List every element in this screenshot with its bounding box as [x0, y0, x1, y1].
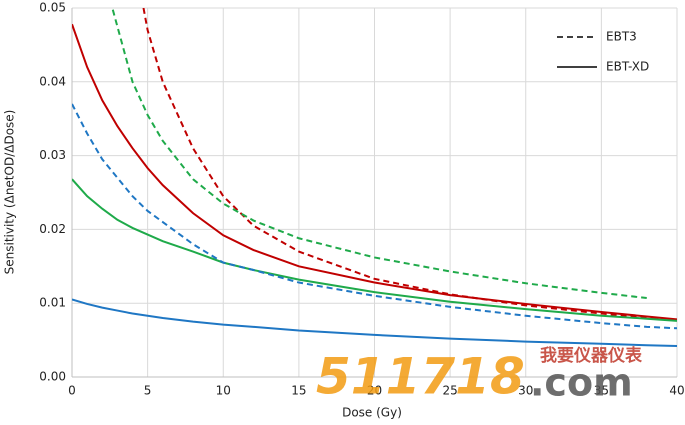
data-line	[142, 8, 677, 322]
x-tick-label: 25	[442, 384, 457, 398]
watermark-number: 511718	[316, 348, 525, 406]
watermark-site: 我要仪器仪表	[540, 345, 643, 366]
x-axis-label: Dose (Gy)	[342, 406, 402, 420]
y-tick-label: 0.05	[39, 1, 66, 15]
y-tick-label: 0.01	[39, 296, 66, 310]
x-tick-label: 35	[594, 384, 609, 398]
data-line	[111, 8, 647, 300]
data-line	[72, 23, 677, 321]
x-tick-label: 20	[367, 384, 382, 398]
x-tick-label: 15	[291, 384, 306, 398]
y-tick-label: 0.02	[39, 222, 66, 236]
x-tick-label: 10	[216, 384, 231, 398]
y-tick-label: 0.03	[39, 148, 66, 162]
y-axis-label: Sensitivity (ΔnetOD/ΔDose)	[3, 110, 17, 275]
data-line	[72, 298, 677, 348]
plot-area	[72, 8, 677, 348]
y-tick-label: 0.04	[39, 74, 66, 88]
legend-label: EBT3	[606, 30, 637, 44]
x-tick-label: 40	[669, 384, 684, 398]
watermark-domain: .com	[530, 361, 633, 405]
x-tick-label: 0	[68, 384, 76, 398]
x-tick-label: 30	[518, 384, 533, 398]
data-line	[72, 103, 677, 330]
y-tick-label: 0.00	[39, 370, 66, 384]
legend-label: EBT-XD	[606, 60, 649, 74]
x-tick-label: 5	[144, 384, 152, 398]
